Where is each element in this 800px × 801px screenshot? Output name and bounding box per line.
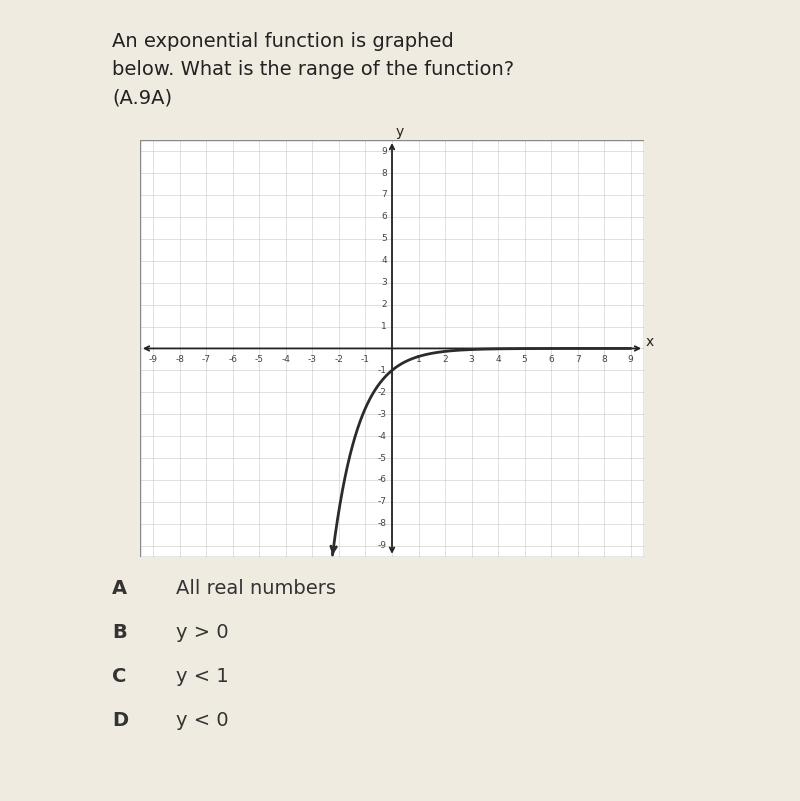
Text: -9: -9	[149, 355, 158, 364]
Text: 4: 4	[381, 256, 386, 265]
Text: 7: 7	[575, 355, 581, 364]
Text: y < 1: y < 1	[176, 667, 229, 686]
Text: B: B	[112, 623, 126, 642]
Text: -7: -7	[378, 497, 386, 506]
Text: 1: 1	[416, 355, 422, 364]
Text: 3: 3	[469, 355, 474, 364]
Text: -2: -2	[334, 355, 343, 364]
Text: A: A	[112, 579, 127, 598]
Text: 3: 3	[381, 278, 386, 288]
Text: y > 0: y > 0	[176, 623, 229, 642]
Text: C: C	[112, 667, 126, 686]
Text: -8: -8	[378, 519, 386, 529]
Text: below. What is the range of the function?: below. What is the range of the function…	[112, 60, 514, 79]
Text: -3: -3	[378, 409, 386, 419]
Text: All real numbers: All real numbers	[176, 579, 336, 598]
Text: An exponential function is graphed: An exponential function is graphed	[112, 32, 454, 51]
Text: (A.9A): (A.9A)	[112, 88, 172, 107]
Text: 6: 6	[381, 212, 386, 221]
Text: -8: -8	[175, 355, 184, 364]
Text: -3: -3	[308, 355, 317, 364]
Text: -6: -6	[228, 355, 238, 364]
Text: -6: -6	[378, 476, 386, 485]
Text: 2: 2	[442, 355, 448, 364]
Text: x: x	[646, 335, 654, 349]
Text: 9: 9	[381, 147, 386, 155]
Text: 5: 5	[381, 235, 386, 244]
Text: -5: -5	[378, 453, 386, 462]
Text: 7: 7	[381, 191, 386, 199]
Text: -2: -2	[378, 388, 386, 396]
Text: -1: -1	[378, 366, 386, 375]
Text: y < 0: y < 0	[176, 711, 229, 731]
Text: -4: -4	[378, 432, 386, 441]
Text: 9: 9	[628, 355, 634, 364]
Text: 6: 6	[548, 355, 554, 364]
Text: -5: -5	[255, 355, 264, 364]
Text: -7: -7	[202, 355, 211, 364]
Text: 1: 1	[381, 322, 386, 331]
Text: -1: -1	[361, 355, 370, 364]
Text: y: y	[396, 125, 404, 139]
Text: -9: -9	[378, 541, 386, 550]
Text: -4: -4	[282, 355, 290, 364]
Text: 2: 2	[381, 300, 386, 309]
Text: D: D	[112, 711, 128, 731]
Text: 4: 4	[495, 355, 501, 364]
Text: 8: 8	[602, 355, 607, 364]
Text: 8: 8	[381, 168, 386, 178]
Text: 5: 5	[522, 355, 527, 364]
